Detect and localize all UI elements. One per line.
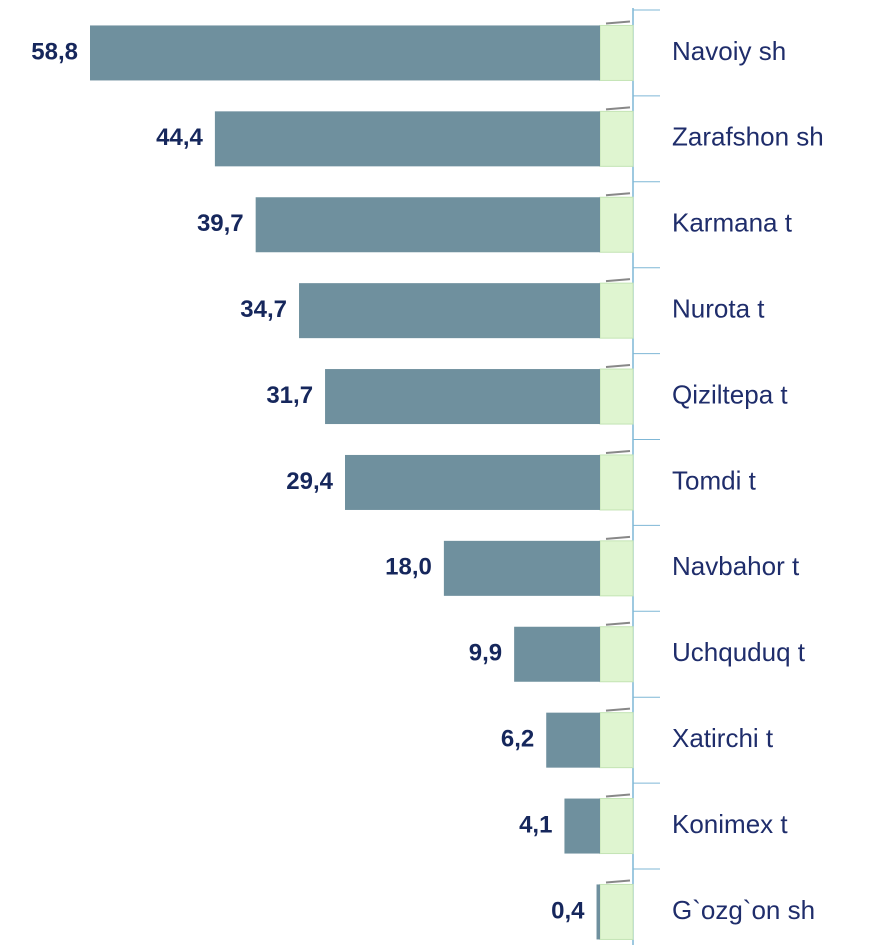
- category-label: Tomdi t: [672, 465, 757, 495]
- bar: [325, 369, 600, 425]
- bar-side: [599, 712, 634, 769]
- value-label: 34,7: [240, 296, 287, 323]
- bar-edge: [605, 879, 631, 884]
- bar: [546, 712, 600, 768]
- bar-side: [599, 454, 634, 511]
- category-label: Xatirchi t: [672, 723, 774, 753]
- bar: [345, 454, 600, 510]
- bar-edge: [605, 707, 631, 712]
- bar-side: [599, 196, 634, 253]
- bar-edge: [605, 192, 631, 197]
- bar-side: [599, 798, 634, 855]
- category-label: Nurota t: [672, 294, 765, 324]
- bar-side: [599, 540, 634, 597]
- value-label: 31,7: [266, 382, 313, 409]
- bar: [299, 283, 600, 339]
- value-label: 9,9: [469, 640, 502, 667]
- value-label: 0,4: [551, 897, 585, 924]
- bar-edge: [605, 364, 631, 369]
- bar: [214, 111, 601, 167]
- bar: [443, 540, 600, 596]
- bar-edge: [605, 20, 631, 25]
- bar-edge: [605, 535, 631, 540]
- bar: [255, 197, 600, 253]
- category-label: Zarafshon sh: [672, 122, 824, 152]
- value-label: 39,7: [197, 210, 244, 237]
- bar-side: [599, 883, 634, 940]
- bar-edge: [605, 621, 631, 626]
- category-label: Navoiy sh: [672, 36, 786, 66]
- bar-side: [599, 110, 634, 167]
- value-label: 4,1: [519, 811, 552, 838]
- bar: [514, 626, 600, 682]
- category-label: Konimex t: [672, 809, 788, 839]
- value-label: 6,2: [501, 725, 534, 752]
- category-label: G`ozg`on sh: [672, 895, 815, 925]
- bar-edge: [605, 449, 631, 454]
- value-label: 58,8: [31, 38, 78, 65]
- value-label: 44,4: [156, 124, 203, 151]
- category-label: Uchquduq t: [672, 637, 806, 667]
- bar-edge: [605, 793, 631, 798]
- bar-side: [599, 626, 634, 683]
- bar-side: [599, 368, 634, 425]
- bar: [564, 798, 600, 854]
- category-label: Navbahor t: [672, 551, 800, 581]
- bar: [596, 884, 600, 940]
- bar-side: [599, 282, 634, 339]
- value-label: 29,4: [286, 468, 333, 495]
- bar-side: [599, 24, 634, 81]
- bar: [90, 25, 600, 81]
- bar-edge: [605, 106, 631, 111]
- category-label: Karmana t: [672, 208, 793, 238]
- category-label: Qiziltepa t: [672, 379, 788, 409]
- bar-edge: [605, 278, 631, 283]
- value-label: 18,0: [385, 554, 432, 581]
